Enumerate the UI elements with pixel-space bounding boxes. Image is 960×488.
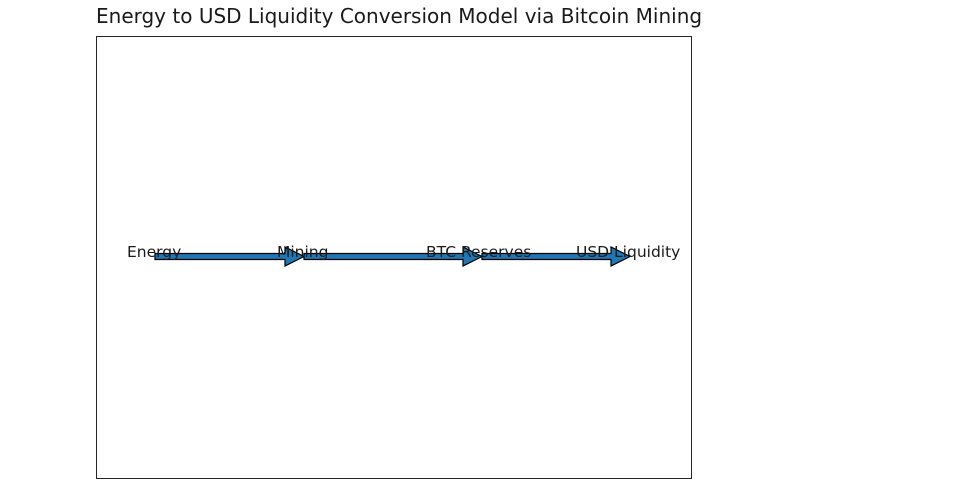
diagram-title: Energy to USD Liquidity Conversion Model… [96,4,703,28]
stage-label-mining: Mining [277,243,328,261]
stage-label-energy: Energy [127,243,181,261]
stage-label-btc-reserves: BTC Reserves [426,243,531,261]
arrow-mining-to-btc-reserves [303,246,484,267]
arrow-btc-reserves-to-usd-liquidity [481,246,632,267]
stage-label-usd-liquidity: USD Liquidity [576,243,680,261]
arrow-energy-to-mining [154,246,306,267]
plot-frame [96,36,692,479]
